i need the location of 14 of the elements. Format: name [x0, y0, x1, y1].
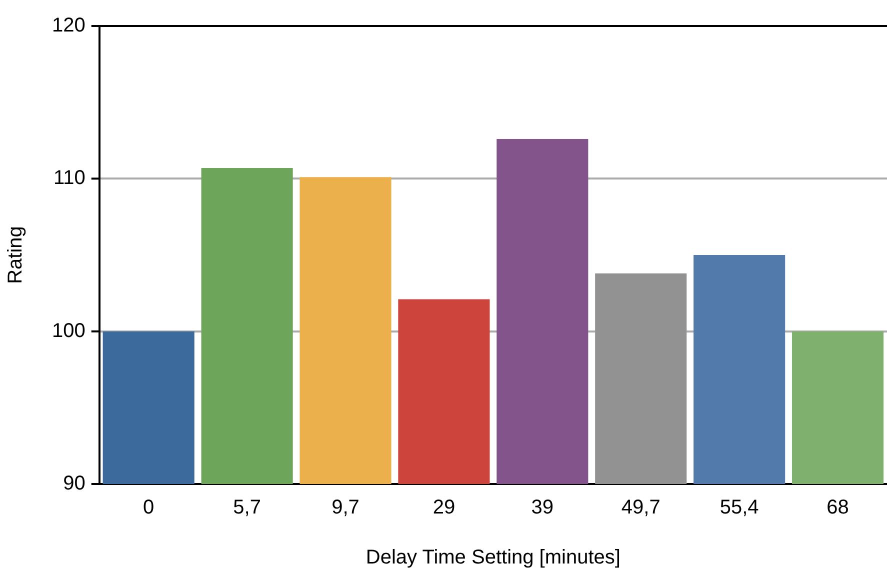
x-tick-label: 55,4 — [720, 496, 759, 519]
y-tick-label: 90 — [63, 472, 86, 495]
x-tick-label: 9,7 — [332, 496, 360, 519]
x-tick-label: 39 — [531, 496, 554, 519]
y-tick-label: 120 — [52, 14, 86, 37]
x-axis-title: Delay Time Setting [minutes] — [366, 546, 620, 569]
y-tick-label: 100 — [52, 320, 86, 342]
x-tick-label: 68 — [826, 496, 849, 519]
x-tick-label: 5,7 — [233, 496, 261, 519]
x-tick-label: 49,7 — [621, 496, 660, 519]
x-tick-label: 0 — [143, 496, 154, 519]
y-axis-title: Rating — [4, 226, 27, 284]
x-tick-label: 29 — [432, 496, 456, 519]
y-tick-label: 110 — [53, 167, 86, 190]
